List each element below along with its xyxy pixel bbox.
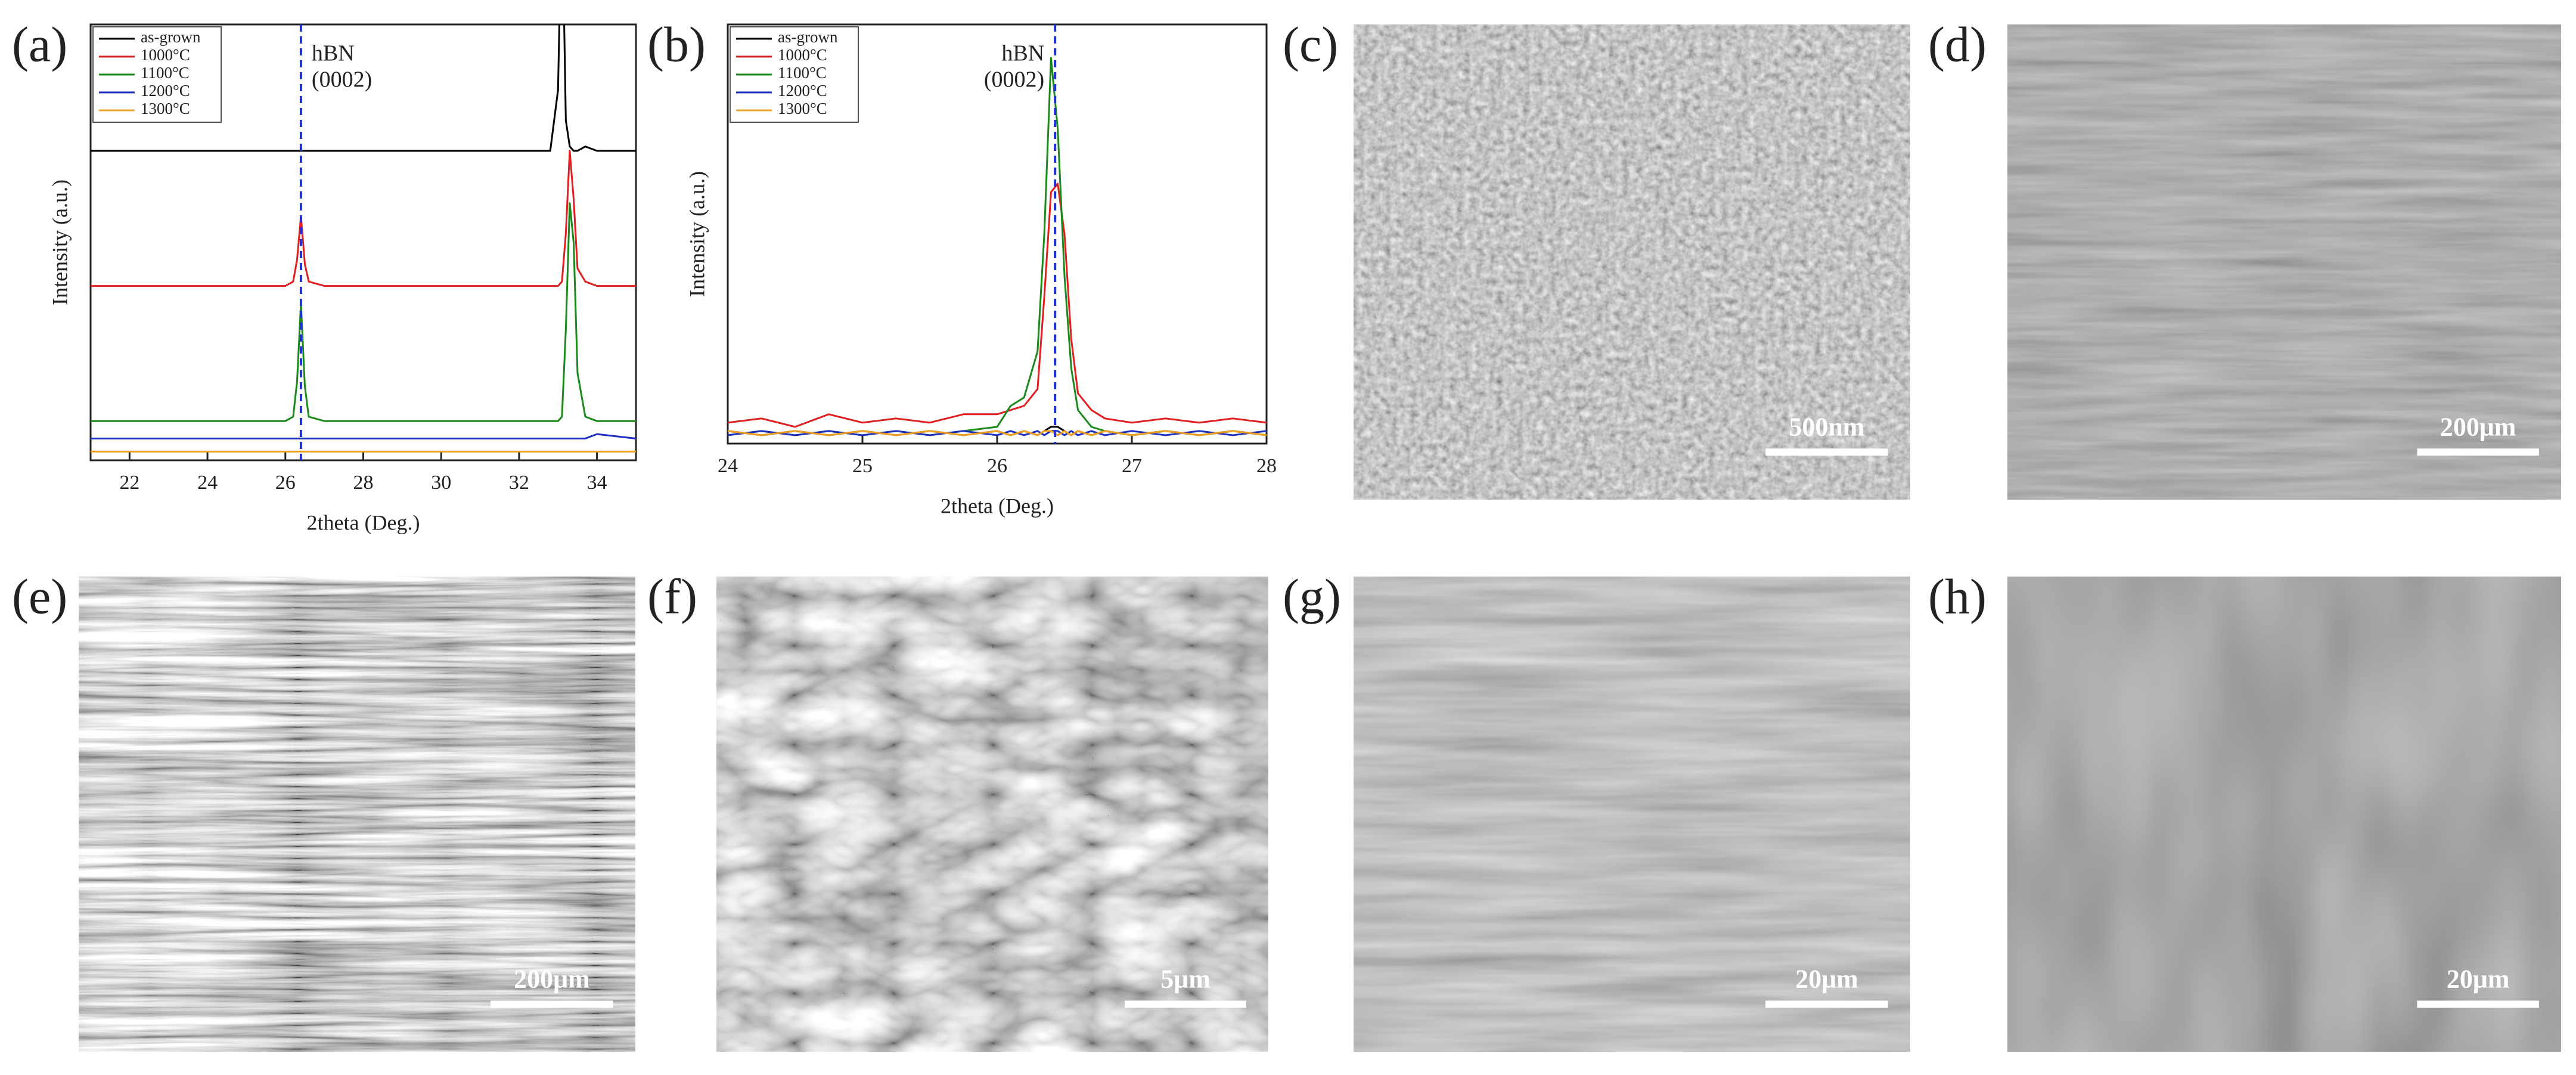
scale-bar [1765,1000,1888,1008]
y-axis-label: Intensity (a.u.) [48,179,72,305]
x-tick-label: 22 [119,472,139,494]
panel-label: (c) [1283,17,1338,72]
x-tick-label: 24 [718,455,738,477]
scale-bar-label: 200μm [514,964,590,993]
series-line [91,202,636,422]
scale-bar-label: 500nm [1789,412,1864,441]
scale-bar-label: 200μm [2440,412,2516,441]
scale-bar-label: 20μm [2447,964,2510,993]
x-axis-label: 2theta (Deg.) [307,510,420,534]
sem-image [2007,24,2561,500]
scale-bar [2417,448,2539,456]
series-line [728,182,1267,428]
sem-image [1354,24,1910,500]
scale-bar [491,1000,613,1008]
scale-bar [2417,1000,2539,1008]
scale-bar [1765,448,1888,456]
x-tick-label: 28 [353,472,374,494]
x-tick-label: 28 [1256,455,1277,477]
panel-label: (f) [647,569,697,624]
sem-image [716,577,1268,1052]
x-tick-label: 26 [275,472,296,494]
panel-label: (a) [12,17,67,72]
annotation: (0002) [984,67,1044,92]
legend-label: as-grown [778,28,838,46]
x-tick-label: 25 [852,455,873,477]
series-line [728,430,1267,436]
series-line [91,24,636,152]
legend-label: 1300°C [141,100,190,117]
x-tick-label: 30 [431,472,451,494]
legend-label: 1000°C [778,46,827,64]
annotation: hBN [312,41,355,66]
y-axis-label: Intensity (a.u.) [685,171,709,297]
panel-label: (e) [12,569,67,624]
series-line [728,430,1267,436]
x-tick-label: 27 [1122,455,1142,477]
series-line [91,433,636,439]
annotation: (0002) [312,67,372,92]
scale-bar-label: 5μm [1160,964,1211,993]
x-tick-label: 24 [197,472,218,494]
panel-label: (d) [1928,17,1987,72]
legend-label: 1100°C [778,64,827,82]
panel-label: (h) [1928,569,1987,624]
legend-box [92,26,222,123]
x-tick-label: 26 [987,455,1007,477]
legend-label: 1200°C [141,82,190,100]
sem-image [2007,577,2561,1052]
legend-label: 1000°C [141,46,190,64]
x-axis-label: 2theta (Deg.) [941,494,1054,518]
panel-label: (g) [1283,569,1341,624]
sem-image [79,577,635,1052]
sem-image [1354,577,1910,1052]
legend-label: as-grown [141,28,201,46]
scale-bar-label: 20μm [1795,964,1858,993]
legend-label: 1200°C [778,82,827,100]
annotation: hBN [1001,41,1044,66]
plot-area [728,57,1267,436]
x-tick-label: 32 [509,472,529,494]
x-tick-label: 34 [587,472,607,494]
panel-label: (b) [647,17,706,72]
scale-bar [1125,1000,1246,1008]
series-line [91,150,636,287]
legend-label: 1100°C [141,64,190,82]
legend-label: 1300°C [778,100,827,117]
plot-area [91,24,636,453]
